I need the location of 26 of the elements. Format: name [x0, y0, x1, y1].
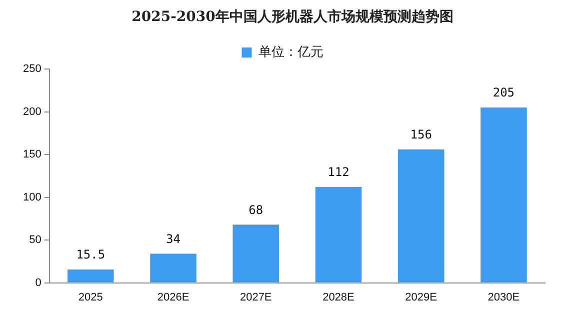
bar	[68, 270, 114, 282]
bar	[315, 187, 362, 282]
x-tick-label: 2027E	[240, 291, 272, 304]
y-tick-label: 200	[22, 106, 42, 118]
x-tick-label: 2029E	[405, 291, 437, 304]
y-tick-label: 250	[22, 63, 42, 76]
x-tick-label: 2026E	[157, 291, 190, 304]
bar	[480, 107, 527, 282]
data-label: 156	[410, 128, 432, 142]
y-tick-label: 50	[29, 234, 42, 246]
y-tick-label: 150	[22, 148, 42, 161]
y-tick-label: 0	[35, 276, 42, 289]
data-label: 34	[166, 232, 180, 246]
y-tick-label: 100	[22, 191, 42, 204]
data-label: 112	[328, 165, 350, 180]
x-tick-label: 2025	[78, 291, 103, 304]
bar	[398, 149, 444, 282]
data-label: 205	[492, 86, 515, 100]
bar	[232, 224, 280, 282]
bar	[150, 254, 196, 282]
x-tick-label: 2030E	[488, 291, 520, 304]
data-label: 15.5	[76, 248, 106, 262]
chart-title: 2025-2030年中国人形机器人市场规模预测趋势图	[130, 8, 454, 26]
data-label: 68	[248, 202, 264, 217]
x-tick-label: 2028E	[322, 291, 354, 304]
legend-label: 单位：亿元	[258, 44, 324, 60]
